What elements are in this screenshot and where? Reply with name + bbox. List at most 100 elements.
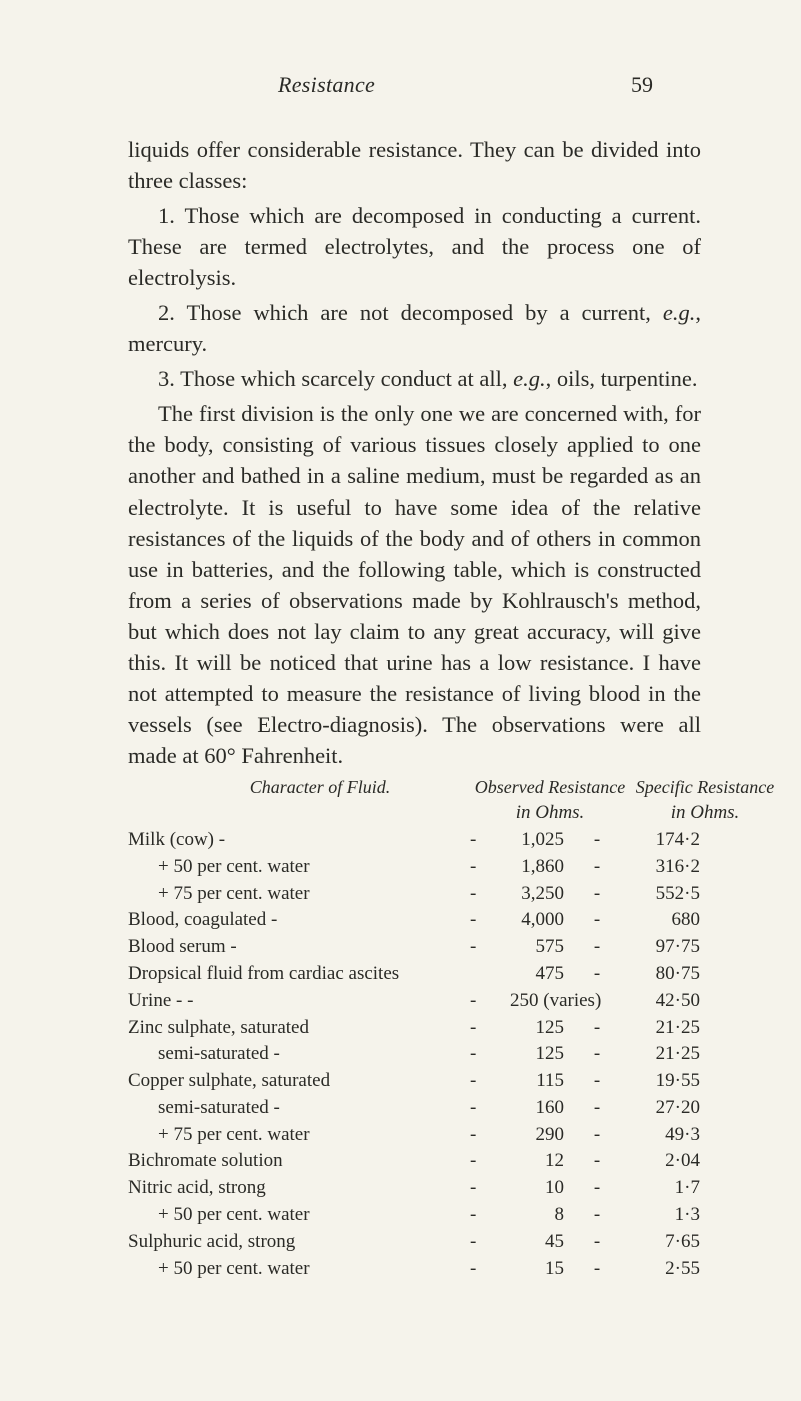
table-row: Zinc sulphate, saturated-125-21·25 (128, 1015, 701, 1042)
table-row: Copper sulphate, saturated-115-19·55 (128, 1068, 701, 1095)
row-label: Urine - - (128, 988, 470, 1015)
table-row: Nitric acid, strong-10-1·7 (128, 1175, 701, 1202)
p4-text-b: , oils, turpentine. (546, 366, 698, 391)
row-value-1: 125 (492, 1041, 564, 1068)
row-mid-sep: - (564, 1041, 630, 1068)
row-mid-sep: - (564, 961, 630, 988)
row-value-2: 42·50 (630, 988, 700, 1015)
row-mid-sep: - (564, 1148, 630, 1175)
running-head-title: Resistance (278, 72, 375, 98)
row-value-1: 8 (492, 1202, 564, 1229)
row-value-2: 49·3 (630, 1122, 700, 1149)
row-value-1: 10 (492, 1175, 564, 1202)
subheader-ohms-2: in Ohms. (630, 800, 780, 827)
table-row: Bichromate solution-12-2·04 (128, 1148, 701, 1175)
p3-text-a: 2. Those which are not decomposed by a c… (158, 300, 663, 325)
row-value-2: 1·3 (630, 1202, 700, 1229)
table-row: Dropsical fluid from cardiac ascites 475-… (128, 961, 701, 988)
row-sep: - (470, 907, 492, 934)
row-value-1: 290 (492, 1122, 564, 1149)
row-value-1: 160 (492, 1095, 564, 1122)
row-value-2: 7·65 (630, 1229, 700, 1256)
table-row: + 50 per cent. water-8-1·3 (128, 1202, 701, 1229)
row-value-1: 1,025 (492, 827, 564, 854)
row-label: semi-saturated - (128, 1095, 470, 1122)
row-value-2: 680 (630, 907, 700, 934)
row-label: Sulphuric acid, strong (128, 1229, 470, 1256)
row-value-1: 45 (492, 1229, 564, 1256)
table-row: Urine - --250 (varies)42·50 (128, 988, 701, 1015)
row-sep: - (470, 1041, 492, 1068)
page-number: 59 (631, 72, 653, 98)
row-sep: - (470, 1122, 492, 1149)
table-row: semi-saturated --125-21·25 (128, 1041, 701, 1068)
row-sep: - (470, 1148, 492, 1175)
row-label: + 50 per cent. water (128, 854, 470, 881)
header-specific: Specific Resistance (630, 775, 780, 800)
row-label: Dropsical fluid from cardiac ascites (128, 961, 470, 988)
row-label: + 50 per cent. water (128, 1202, 470, 1229)
row-sep: - (470, 1229, 492, 1256)
row-mid-sep: - (564, 854, 630, 881)
subheader-ohms-1: in Ohms. (470, 800, 630, 827)
table-row: + 50 per cent. water-15-2·55 (128, 1256, 701, 1283)
row-value-1: 3,250 (492, 881, 564, 908)
row-label: Blood serum - (128, 934, 470, 961)
row-mid-sep: - (564, 881, 630, 908)
row-sep: - (470, 1068, 492, 1095)
p4-eg: e.g. (513, 366, 546, 391)
row-value-1: 15 (492, 1256, 564, 1283)
row-value-2: 2·04 (630, 1148, 700, 1175)
row-value-2: 97·75 (630, 934, 700, 961)
row-mid-sep: - (564, 1175, 630, 1202)
table-subheader-row: in Ohms. in Ohms. (128, 800, 701, 827)
row-mid-sep: - (564, 1015, 630, 1042)
row-value-1: 125 (492, 1015, 564, 1042)
p3-eg: e.g. (663, 300, 696, 325)
header-character: Character of Fluid. (128, 775, 470, 800)
row-sep: - (470, 854, 492, 881)
table-row: Blood, coagulated --4,000-680 (128, 907, 701, 934)
row-mid-sep: - (564, 1068, 630, 1095)
row-mid-sep: - (564, 1256, 630, 1283)
row-value-2: 19·55 (630, 1068, 700, 1095)
row-value-2: 21·25 (630, 1041, 700, 1068)
row-label: semi-saturated - (128, 1041, 470, 1068)
paragraph-4: 3. Those which scarcely conduct at all, … (128, 363, 701, 394)
row-sep: - (470, 1175, 492, 1202)
row-value-2: 174·2 (630, 827, 700, 854)
row-value-1: 4,000 (492, 907, 564, 934)
row-mid-sep: - (564, 827, 630, 854)
row-label: Milk (cow) - (128, 827, 470, 854)
row-sep: - (470, 988, 492, 1015)
row-value-1: 475 (492, 961, 564, 988)
paragraph-2: 1. Those which are decomposed in conduct… (128, 200, 701, 293)
paragraph-5: The first division is the only one we ar… (128, 398, 701, 771)
table-header-row: Character of Fluid. Observed Resistance … (128, 775, 701, 800)
row-value-1: 12 (492, 1148, 564, 1175)
table-row: Milk (cow) --1,025-174·2 (128, 827, 701, 854)
row-sep: - (470, 934, 492, 961)
row-sep: - (470, 827, 492, 854)
row-mid-sep: - (564, 1122, 630, 1149)
row-sep: - (470, 1202, 492, 1229)
row-value-1: 115 (492, 1068, 564, 1095)
row-mid-sep: - (564, 1202, 630, 1229)
paragraph-3: 2. Those which are not decomposed by a c… (128, 297, 701, 359)
row-value-2: 316·2 (630, 854, 700, 881)
table-row: + 75 per cent. water-3,250-552·5 (128, 881, 701, 908)
header-observed: Observed Resistance (470, 775, 630, 800)
row-mid-sep: - (564, 1229, 630, 1256)
row-value-2: 27·20 (630, 1095, 700, 1122)
row-mid-sep: - (564, 907, 630, 934)
table-row: semi-saturated --160-27·20 (128, 1095, 701, 1122)
table-row: + 75 per cent. water-290-49·3 (128, 1122, 701, 1149)
row-value-2: 80·75 (630, 961, 700, 988)
row-value-1: 575 (492, 934, 564, 961)
row-label: Copper sulphate, saturated (128, 1068, 470, 1095)
row-label: + 75 per cent. water (128, 881, 470, 908)
paragraph-1: liquids offer considerable resistance. T… (128, 134, 701, 196)
row-value-1: 250 (varies) (492, 988, 630, 1015)
resistance-table: Character of Fluid. Observed Resistance … (128, 775, 701, 1282)
row-label: Zinc sulphate, saturated (128, 1015, 470, 1042)
